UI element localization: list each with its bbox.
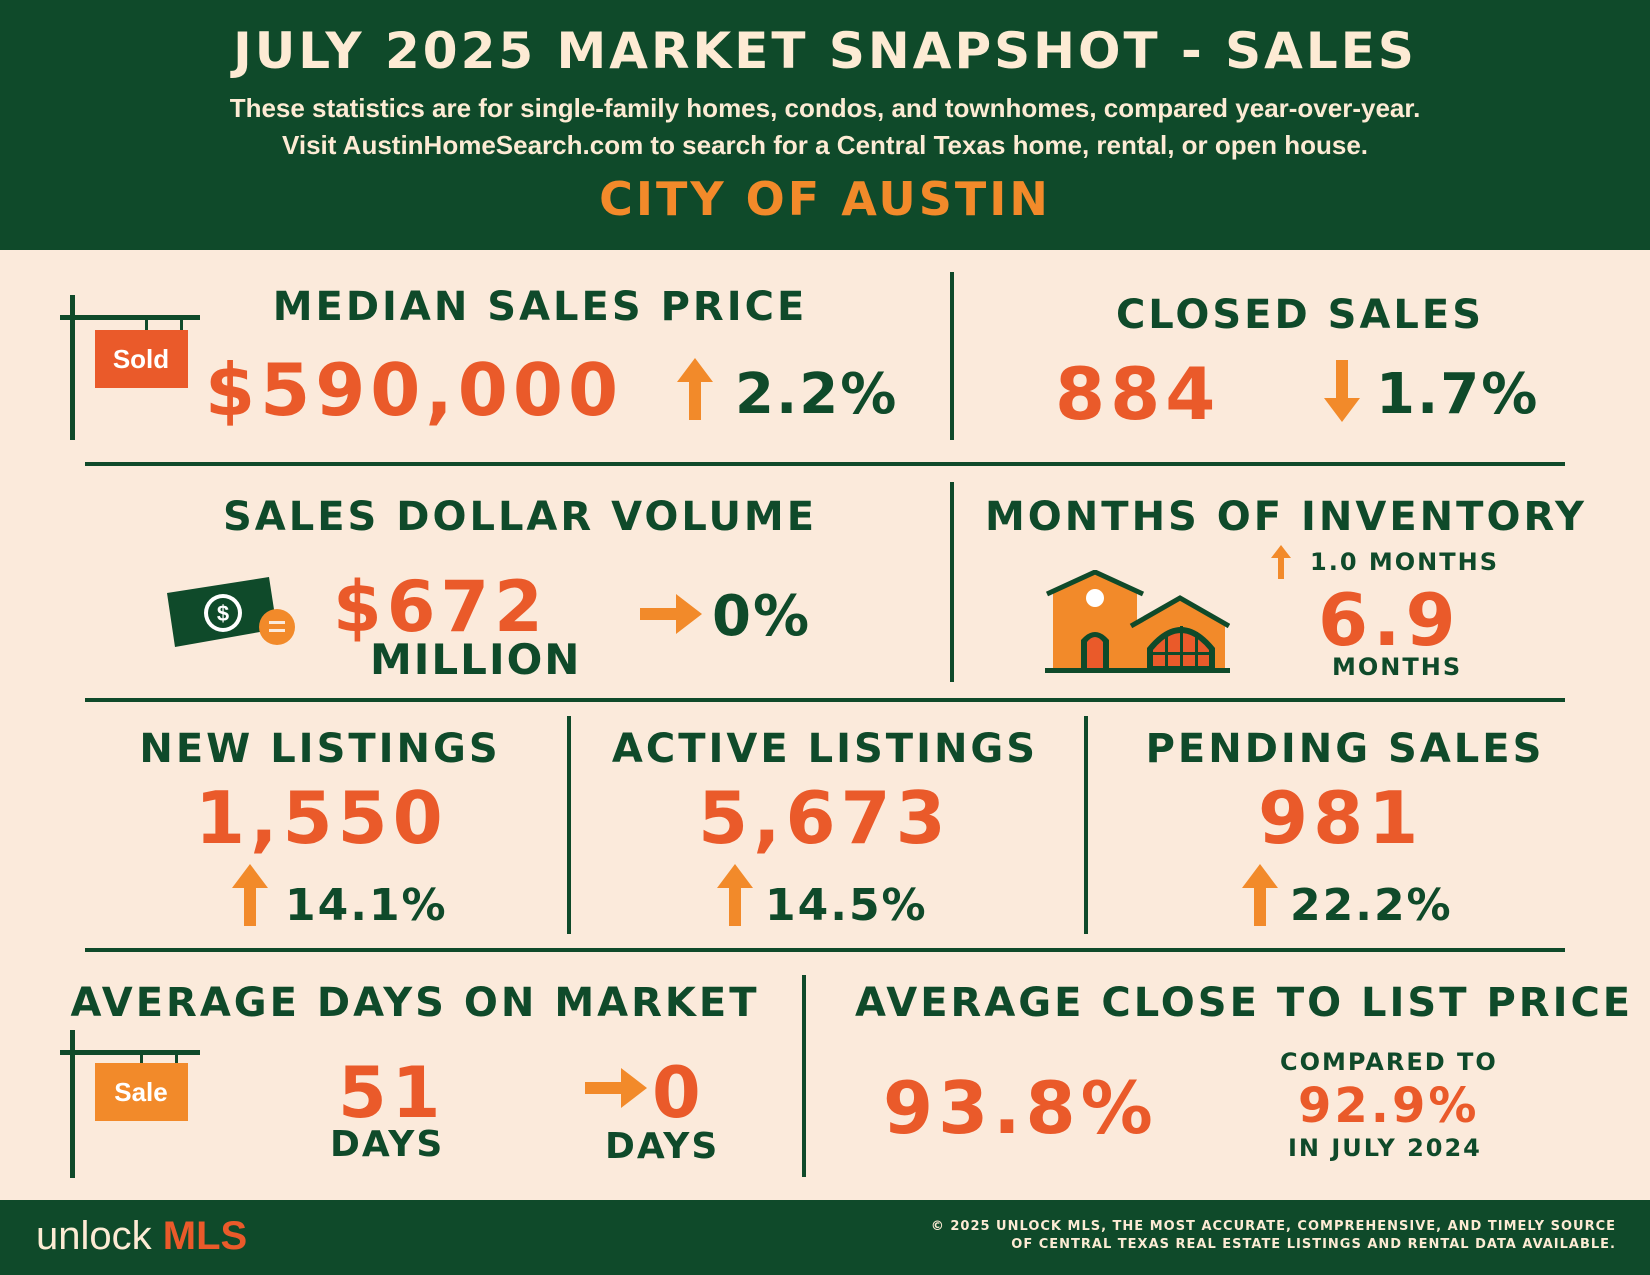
active-listings-value: 5,673 [698,776,951,860]
closed-sales-label: CLOSED SALES [1115,292,1485,338]
svg-text:$: $ [217,601,229,626]
avg-close-to-list-value: 93.8% [883,1066,1158,1150]
up-arrow-icon [677,358,713,420]
new-listings-label: NEW LISTINGS [139,726,501,772]
up-arrow-icon [1242,864,1278,926]
divider [85,698,1565,702]
new-listings-change: 14.1% [285,880,448,931]
closed-sales-change: 1.7% [1376,362,1540,427]
median-sales-price-value: $590,000 [205,348,624,432]
copyright: © 2025 UNLOCK MLS, THE MOST ACCURATE, CO… [930,1219,1616,1252]
unlock-mls-logo: unlock MLS [36,1214,248,1258]
sold-sign-icon: Sold [60,295,200,440]
pending-sales-label: PENDING SALES [1145,726,1545,772]
compared-value: 92.9% [1298,1078,1480,1134]
months-of-inventory-change: 1.0 MONTHS [1310,548,1499,576]
avg-close-to-list-label: AVERAGE CLOSE TO LIST PRICE [855,980,1634,1026]
sales-dollar-volume-change: 0% [712,584,812,649]
avg-days-on-market-label: AVERAGE DAYS ON MARKET [70,980,760,1026]
sale-sign-icon: Sale [60,1030,200,1178]
svg-text:Sale: Sale [114,1077,168,1107]
house-icon [1045,570,1230,673]
subtitle-line1: These statistics are for single-family h… [229,93,1421,123]
sales-dollar-volume-label: SALES DOLLAR VOLUME [222,494,818,540]
divider [1084,716,1088,934]
avg-days-on-market-value: 51 [338,1052,446,1134]
avg-days-on-market-unit: DAYS [330,1124,445,1165]
city-name: CITY OF AUSTIN [599,172,1051,226]
months-of-inventory-value: 6.9 [1318,578,1461,662]
sales-dollar-volume-value: $672 [333,566,548,648]
closed-sales-value: 884 [1055,352,1221,436]
divider [950,272,954,440]
right-arrow-icon [640,594,702,634]
median-sales-price-change: 2.2% [735,362,899,427]
money-bill-icon: $ [167,577,295,647]
page-title: JULY 2025 MARKET SNAPSHOT - SALES [233,22,1417,80]
divider [802,975,806,1177]
median-sales-price-label: MEDIAN SALES PRICE [272,284,808,330]
divider [85,462,1565,466]
compared-period: IN JULY 2024 [1288,1134,1482,1162]
active-listings-change: 14.5% [765,880,928,931]
new-listings-value: 1,550 [195,776,448,860]
pending-sales-change: 22.2% [1290,880,1453,931]
up-arrow-icon [1271,545,1291,579]
months-of-inventory-unit: MONTHS [1332,653,1463,681]
months-of-inventory-label: MONTHS OF INVENTORY [985,494,1588,540]
header: JULY 2025 MARKET SNAPSHOT - SALES These … [0,0,1650,250]
compared-to-label: COMPARED TO [1280,1048,1498,1076]
svg-text:Sold: Sold [113,344,169,374]
pending-sales-value: 981 [1258,776,1424,860]
subtitle-line2: Visit AustinHomeSearch.com to search for… [281,130,1369,160]
down-arrow-icon [1324,360,1360,422]
avg-days-on-market-change: 0 [652,1052,706,1134]
divider [85,948,1565,952]
active-listings-label: ACTIVE LISTINGS [611,726,1039,772]
up-arrow-icon [232,864,268,926]
footer: unlock MLS © 2025 UNLOCK MLS, THE MOST A… [0,1200,1650,1275]
up-arrow-icon [717,864,753,926]
right-arrow-icon [585,1068,647,1108]
sales-dollar-volume-unit: MILLION [370,635,582,684]
divider [950,482,954,682]
avg-days-on-market-change-unit: DAYS [605,1126,720,1167]
divider [567,716,571,934]
